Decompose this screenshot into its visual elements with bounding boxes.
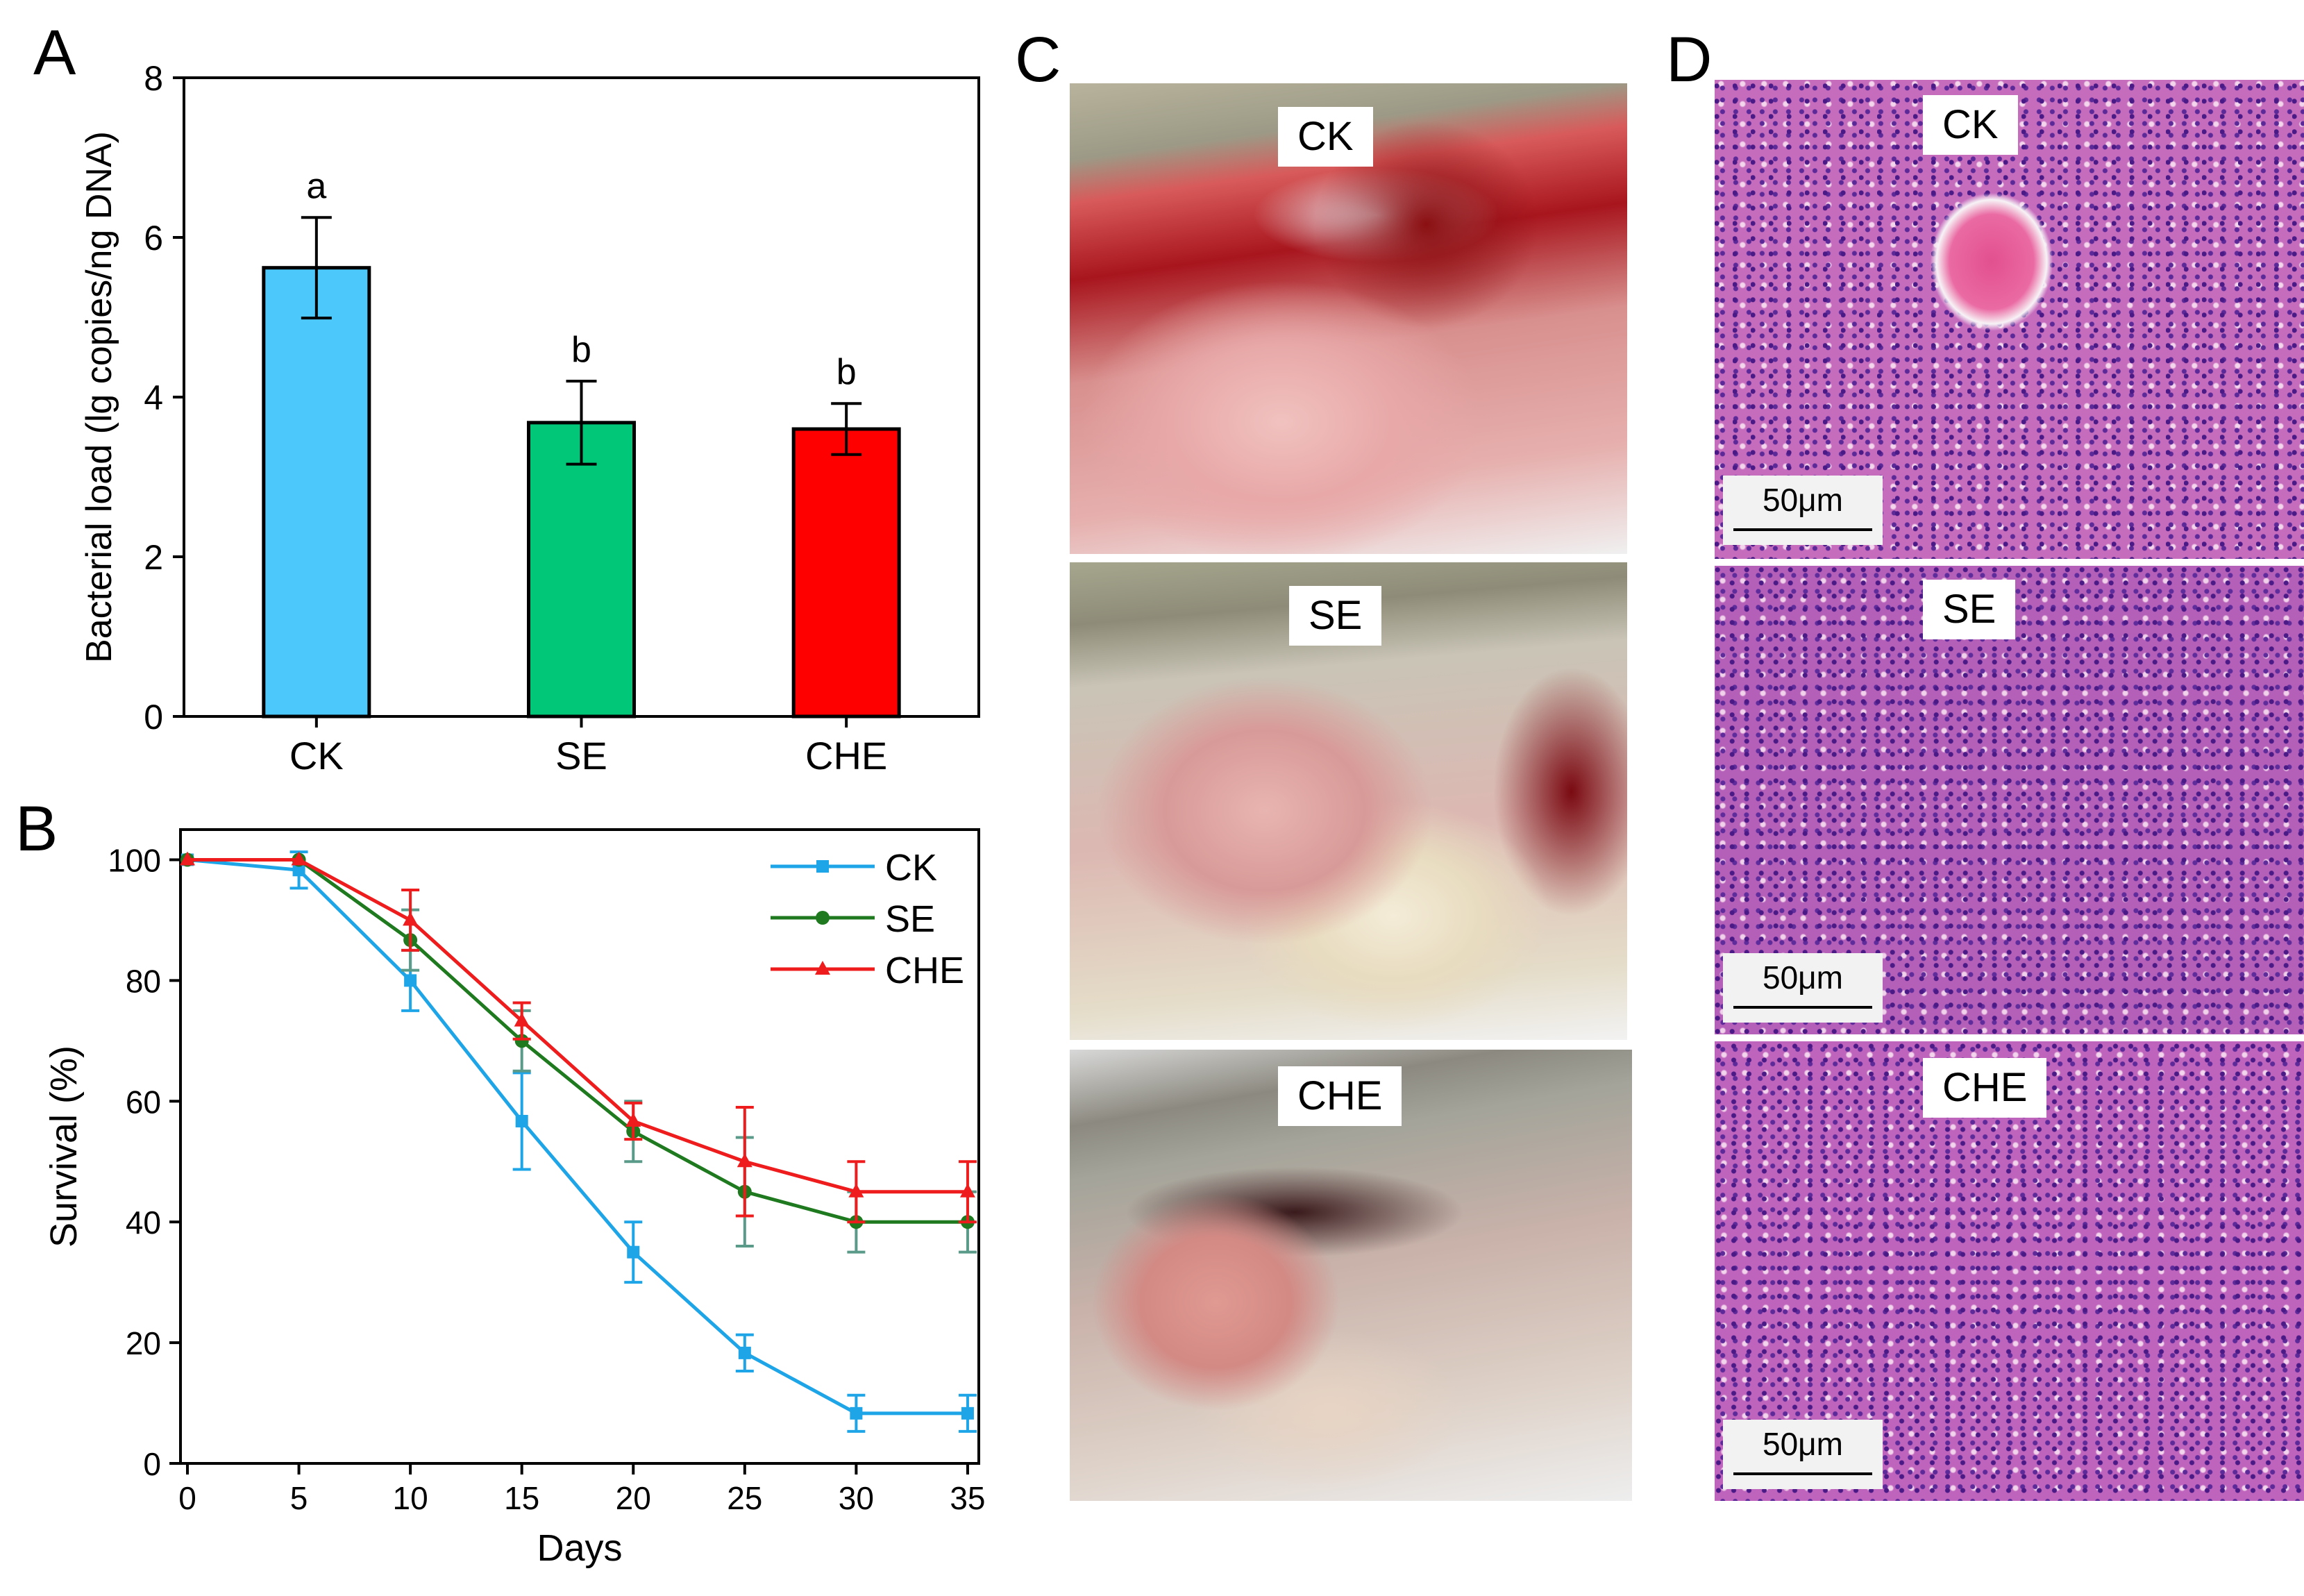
x-tick-label-b-5: 25 <box>727 1480 762 1516</box>
photo-label-se: SE <box>1289 586 1382 646</box>
y-tick-label-a-0: 0 <box>144 698 163 737</box>
photo-label-che: CHE <box>1278 1066 1402 1126</box>
bar-che <box>791 427 901 719</box>
point-che-3 <box>514 1012 530 1027</box>
histology-image-che: CHE 50μm <box>1715 1041 2304 1501</box>
y-tick-label-a-3: 6 <box>144 219 163 258</box>
y-tick-label-b-3: 60 <box>126 1084 161 1120</box>
x-tick-label-b-2: 10 <box>393 1480 428 1516</box>
series-line-ck <box>187 857 968 1416</box>
panel-letter-b: B <box>15 793 58 864</box>
point-che-5 <box>737 1153 752 1168</box>
x-tick-label-b-1: 5 <box>290 1480 308 1516</box>
scale-bar-label-se: 50μm <box>1763 959 1843 996</box>
histology-image-se: SE 50μm <box>1715 566 2304 1034</box>
legend-label-se: SE <box>885 898 935 940</box>
scale-bar-label-che: 50μm <box>1763 1426 1843 1462</box>
y-tick-label-b-5: 100 <box>108 842 161 878</box>
point-ck-5 <box>738 1346 751 1359</box>
dissection-photo-che: CHE <box>1070 1050 1632 1501</box>
series-line-se <box>187 857 968 1224</box>
x-tick-label-b-3: 15 <box>504 1480 539 1516</box>
y-tick-label-a-4: 8 <box>144 59 163 98</box>
point-ck-4 <box>627 1245 640 1259</box>
y-tick-label-a-1: 2 <box>144 538 163 577</box>
legend-marker-che <box>815 961 830 975</box>
scale-bar-line-che <box>1733 1472 1872 1475</box>
y-tick-label-b-4: 80 <box>126 963 161 999</box>
point-se-3 <box>514 1034 529 1048</box>
y-tick-label-b-2: 40 <box>126 1204 161 1241</box>
x-axis-label-b: Days <box>537 1527 622 1569</box>
histology-label-se: SE <box>1923 580 2016 639</box>
x-tick-label-b-0: 0 <box>178 1480 196 1516</box>
point-ck-2 <box>404 974 417 987</box>
point-che-7 <box>959 1183 975 1198</box>
scale-bar-che: 50μm <box>1723 1420 1883 1489</box>
x-tick-label-che: CHE <box>805 734 887 771</box>
plot-frame-b <box>179 828 980 1465</box>
y-tick-label-b-1: 20 <box>126 1325 161 1361</box>
y-axis-label-b: Survival (%) <box>43 1045 85 1248</box>
scale-bar-line-se <box>1733 1006 1872 1009</box>
line-chart-survival: 0 20 40 60 80 100 0 5 10 15 20 25 30 35 Days Survival (… <box>43 828 986 1569</box>
point-che-0 <box>180 851 195 866</box>
point-ck-3 <box>515 1114 528 1127</box>
scale-bar-ck: 50μm <box>1723 476 1883 545</box>
dissection-photo-se: SE <box>1070 562 1627 1040</box>
x-tick-label-b-7: 35 <box>950 1480 985 1516</box>
legend-marker-se <box>816 911 830 925</box>
dissection-photo-ck: CK <box>1070 83 1627 554</box>
legend-label-che: CHE <box>885 950 964 991</box>
photo-label-ck: CK <box>1278 107 1373 167</box>
x-tick-label-se: SE <box>555 734 607 771</box>
panel-letter-c: C <box>1015 24 1061 95</box>
panel-letter-d: D <box>1666 24 1713 95</box>
x-tick-label-ck: CK <box>289 734 344 771</box>
significance-letter-se: b <box>571 330 591 370</box>
scale-bar-line-ck <box>1733 528 1872 531</box>
bar-se <box>527 421 636 719</box>
point-ck-6 <box>850 1406 863 1420</box>
y-axis-label-a: Bacterial load (lg copies/ng DNA) <box>79 131 119 663</box>
histology-label-ck: CK <box>1923 95 2018 155</box>
point-che-1 <box>291 851 307 866</box>
histology-image-ck: CK 50μm <box>1715 80 2304 559</box>
scale-bar-label-ck: 50μm <box>1763 482 1843 518</box>
x-tick-label-b-6: 30 <box>839 1480 874 1516</box>
significance-letter-che: b <box>836 352 857 392</box>
y-tick-label-a-2: 4 <box>144 378 163 417</box>
legend-marker-ck <box>816 860 829 873</box>
point-ck-7 <box>961 1406 974 1420</box>
bar-ck <box>262 266 371 719</box>
panel-letter-a: A <box>33 17 76 88</box>
legend-label-ck: CK <box>885 847 937 889</box>
point-che-6 <box>848 1183 864 1198</box>
x-tick-label-b-4: 20 <box>616 1480 651 1516</box>
bar-chart-bacterial-load: 0 2 4 6 8 Bacterial load (lg copies/ng DNA) a C… <box>79 59 980 771</box>
histology-label-che: CHE <box>1923 1058 2047 1118</box>
point-che-4 <box>625 1112 641 1127</box>
series-line-che <box>187 857 968 1194</box>
point-che-2 <box>403 912 419 926</box>
scale-bar-se: 50μm <box>1723 953 1883 1023</box>
y-tick-label-b-0: 0 <box>143 1446 161 1482</box>
point-ck-1 <box>292 864 305 877</box>
significance-letter-ck: a <box>306 166 326 206</box>
